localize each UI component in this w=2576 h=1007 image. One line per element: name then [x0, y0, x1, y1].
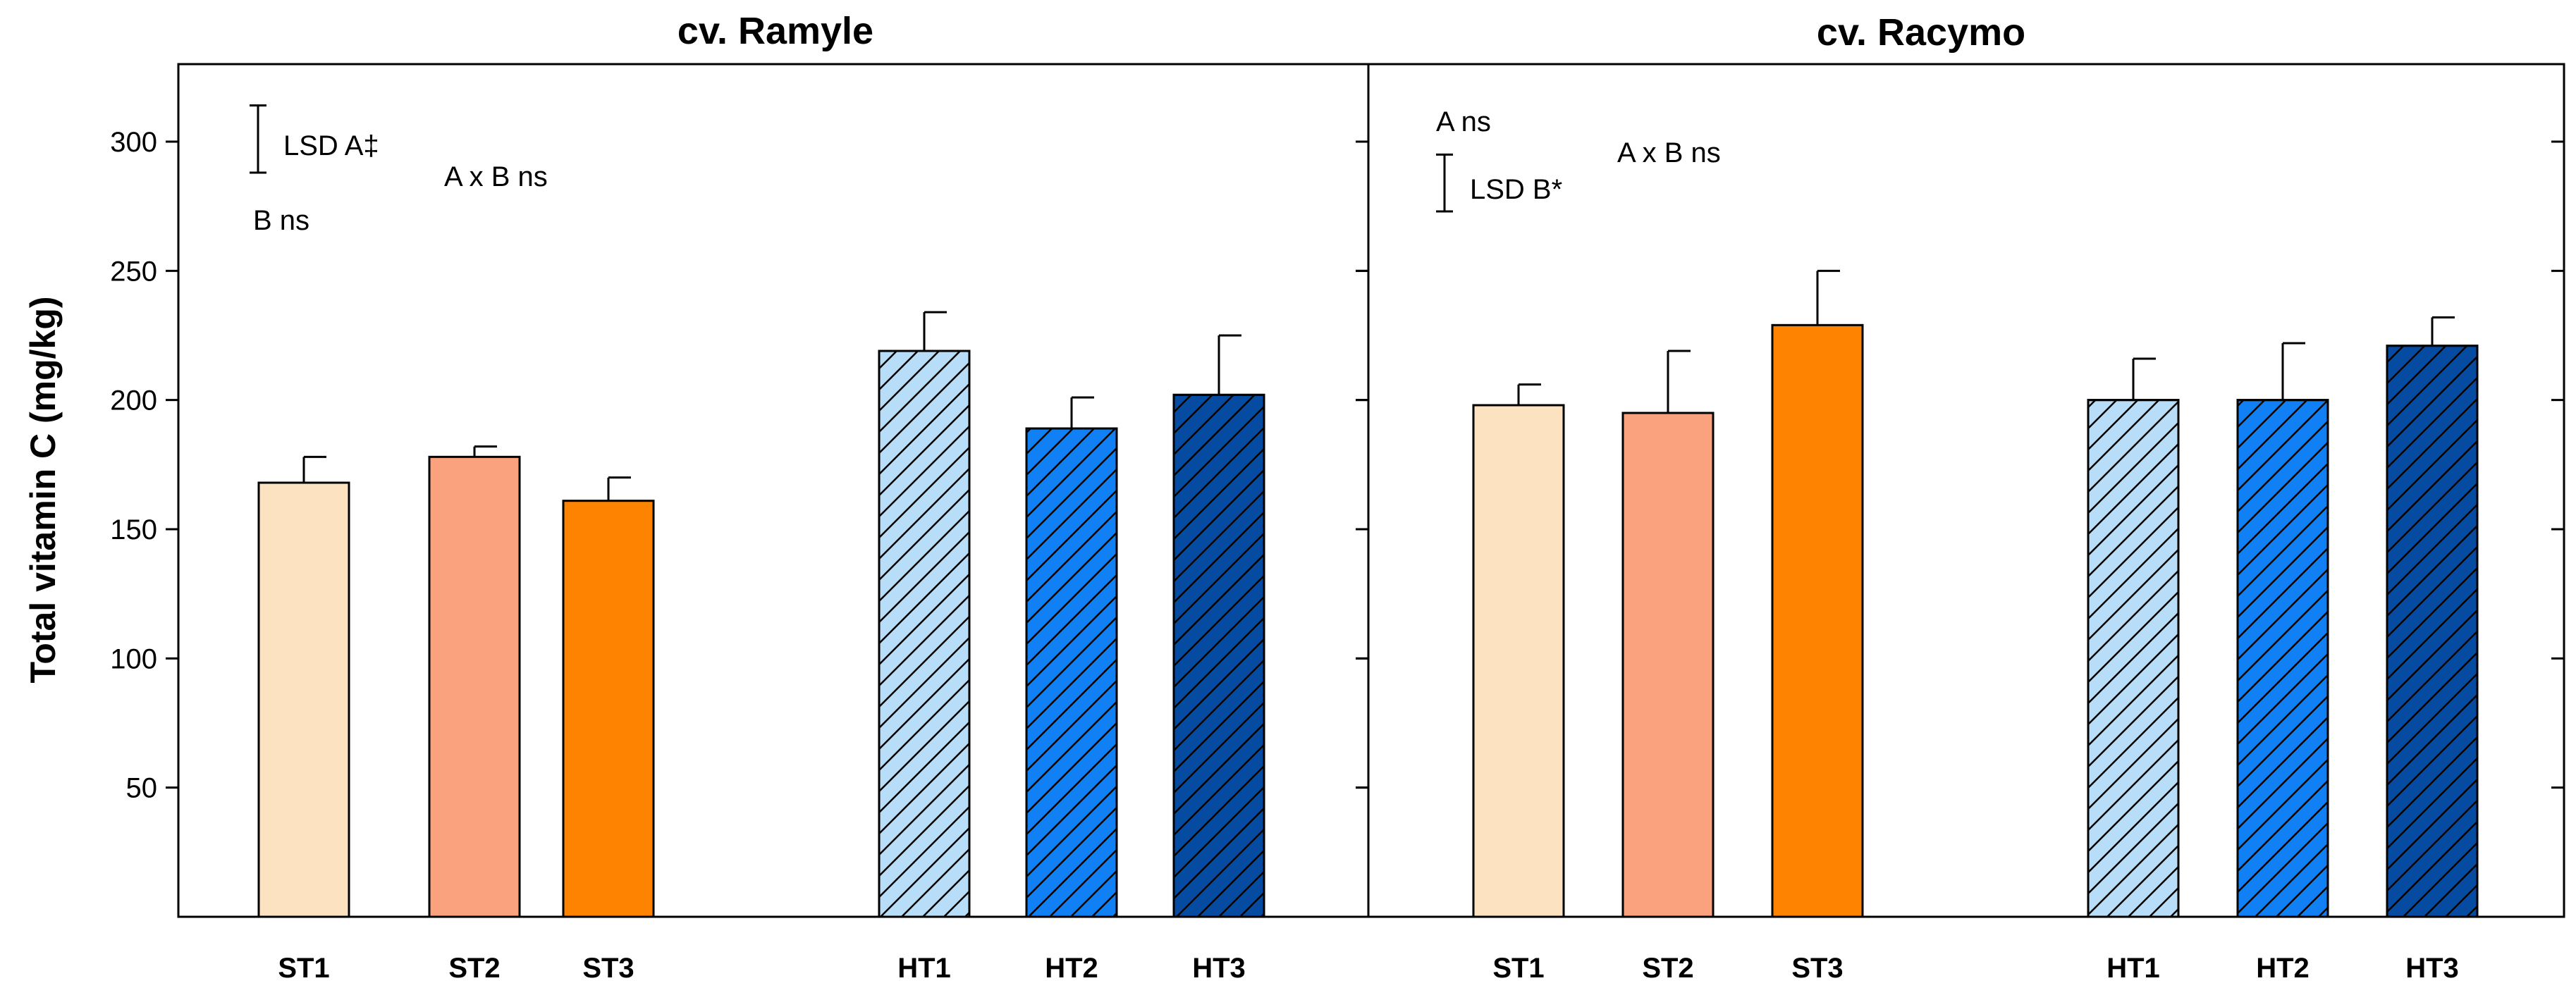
y-tick-label: 100	[110, 643, 157, 674]
panel-title-racymo: cv. Racymo	[1817, 11, 2025, 54]
annotation-a-ns: A ns	[1436, 106, 1491, 137]
panel-racymo: cv. Racymo ST1 ST2 ST3 HT1 HT2 HT3 LSD B* A n…	[1356, 11, 2565, 984]
panel-title-ramyle: cv. Ramyle	[677, 10, 873, 52]
bar-st1	[257, 481, 350, 918]
y-axis-label: Total vitamin C (mg/kg)	[23, 296, 63, 683]
bar-hatch-ht1	[878, 350, 971, 918]
category-label-st3: ST3	[582, 953, 634, 984]
annotation-b-ns: B ns	[253, 205, 309, 236]
bar-st1	[1472, 404, 1565, 918]
y-tick-label: 150	[110, 514, 157, 545]
category-label-ht1: HT1	[897, 953, 951, 984]
category-label-st1: ST1	[278, 953, 329, 984]
bar-st2	[1621, 412, 1715, 918]
bars-ramyle: ST1 ST2 ST3 HT1 HT2 HT3	[257, 311, 1265, 984]
y-tick-label: 250	[110, 256, 157, 287]
annotation-axb-ns-racymo: A x B ns	[1617, 137, 1721, 168]
category-label-ht3: HT3	[1192, 953, 1246, 984]
y-tick-label: 200	[110, 385, 157, 416]
plot-frame-racymo	[1367, 63, 2565, 918]
bars-racymo: ST1 ST2 ST3 HT1 HT2 HT3	[1472, 269, 2479, 984]
category-label-ht2: HT2	[2256, 953, 2310, 984]
category-label-st2: ST2	[1642, 953, 1693, 984]
y-axis-racymo	[1356, 140, 2564, 789]
lsd-bar-racymo: LSD B*	[1436, 153, 1562, 213]
category-label-st3: ST3	[1791, 953, 1843, 984]
category-label-ht3: HT3	[2405, 953, 2459, 984]
bar-hatch-ht3	[2386, 345, 2479, 918]
bar-hatch-ht1	[2087, 399, 2180, 918]
category-label-ht1: HT1	[2106, 953, 2160, 984]
y-tick-label: 50	[126, 773, 158, 804]
lsd-label-ramyle: LSD A‡	[283, 130, 379, 161]
bar-st3	[1771, 323, 1864, 918]
category-label-st1: ST1	[1492, 953, 1544, 984]
panel-ramyle: cv. Ramyle 50 100 150 200 250 300 ST1 ST2 ST3 HT…	[110, 10, 1370, 984]
y-tick-label: 300	[110, 127, 157, 158]
annotation-axb-ns-ramyle: A x B ns	[444, 161, 548, 192]
lsd-bar-ramyle: LSD A‡	[250, 104, 379, 174]
lsd-label-racymo: LSD B*	[1470, 174, 1562, 205]
bar-hatch-ht2	[2236, 399, 2329, 918]
bar-st2	[428, 455, 521, 918]
category-label-st2: ST2	[448, 953, 500, 984]
bar-hatch-ht3	[1172, 393, 1265, 918]
bar-st3	[562, 500, 655, 918]
bar-hatch-ht2	[1025, 427, 1118, 918]
category-label-ht2: HT2	[1045, 953, 1098, 984]
